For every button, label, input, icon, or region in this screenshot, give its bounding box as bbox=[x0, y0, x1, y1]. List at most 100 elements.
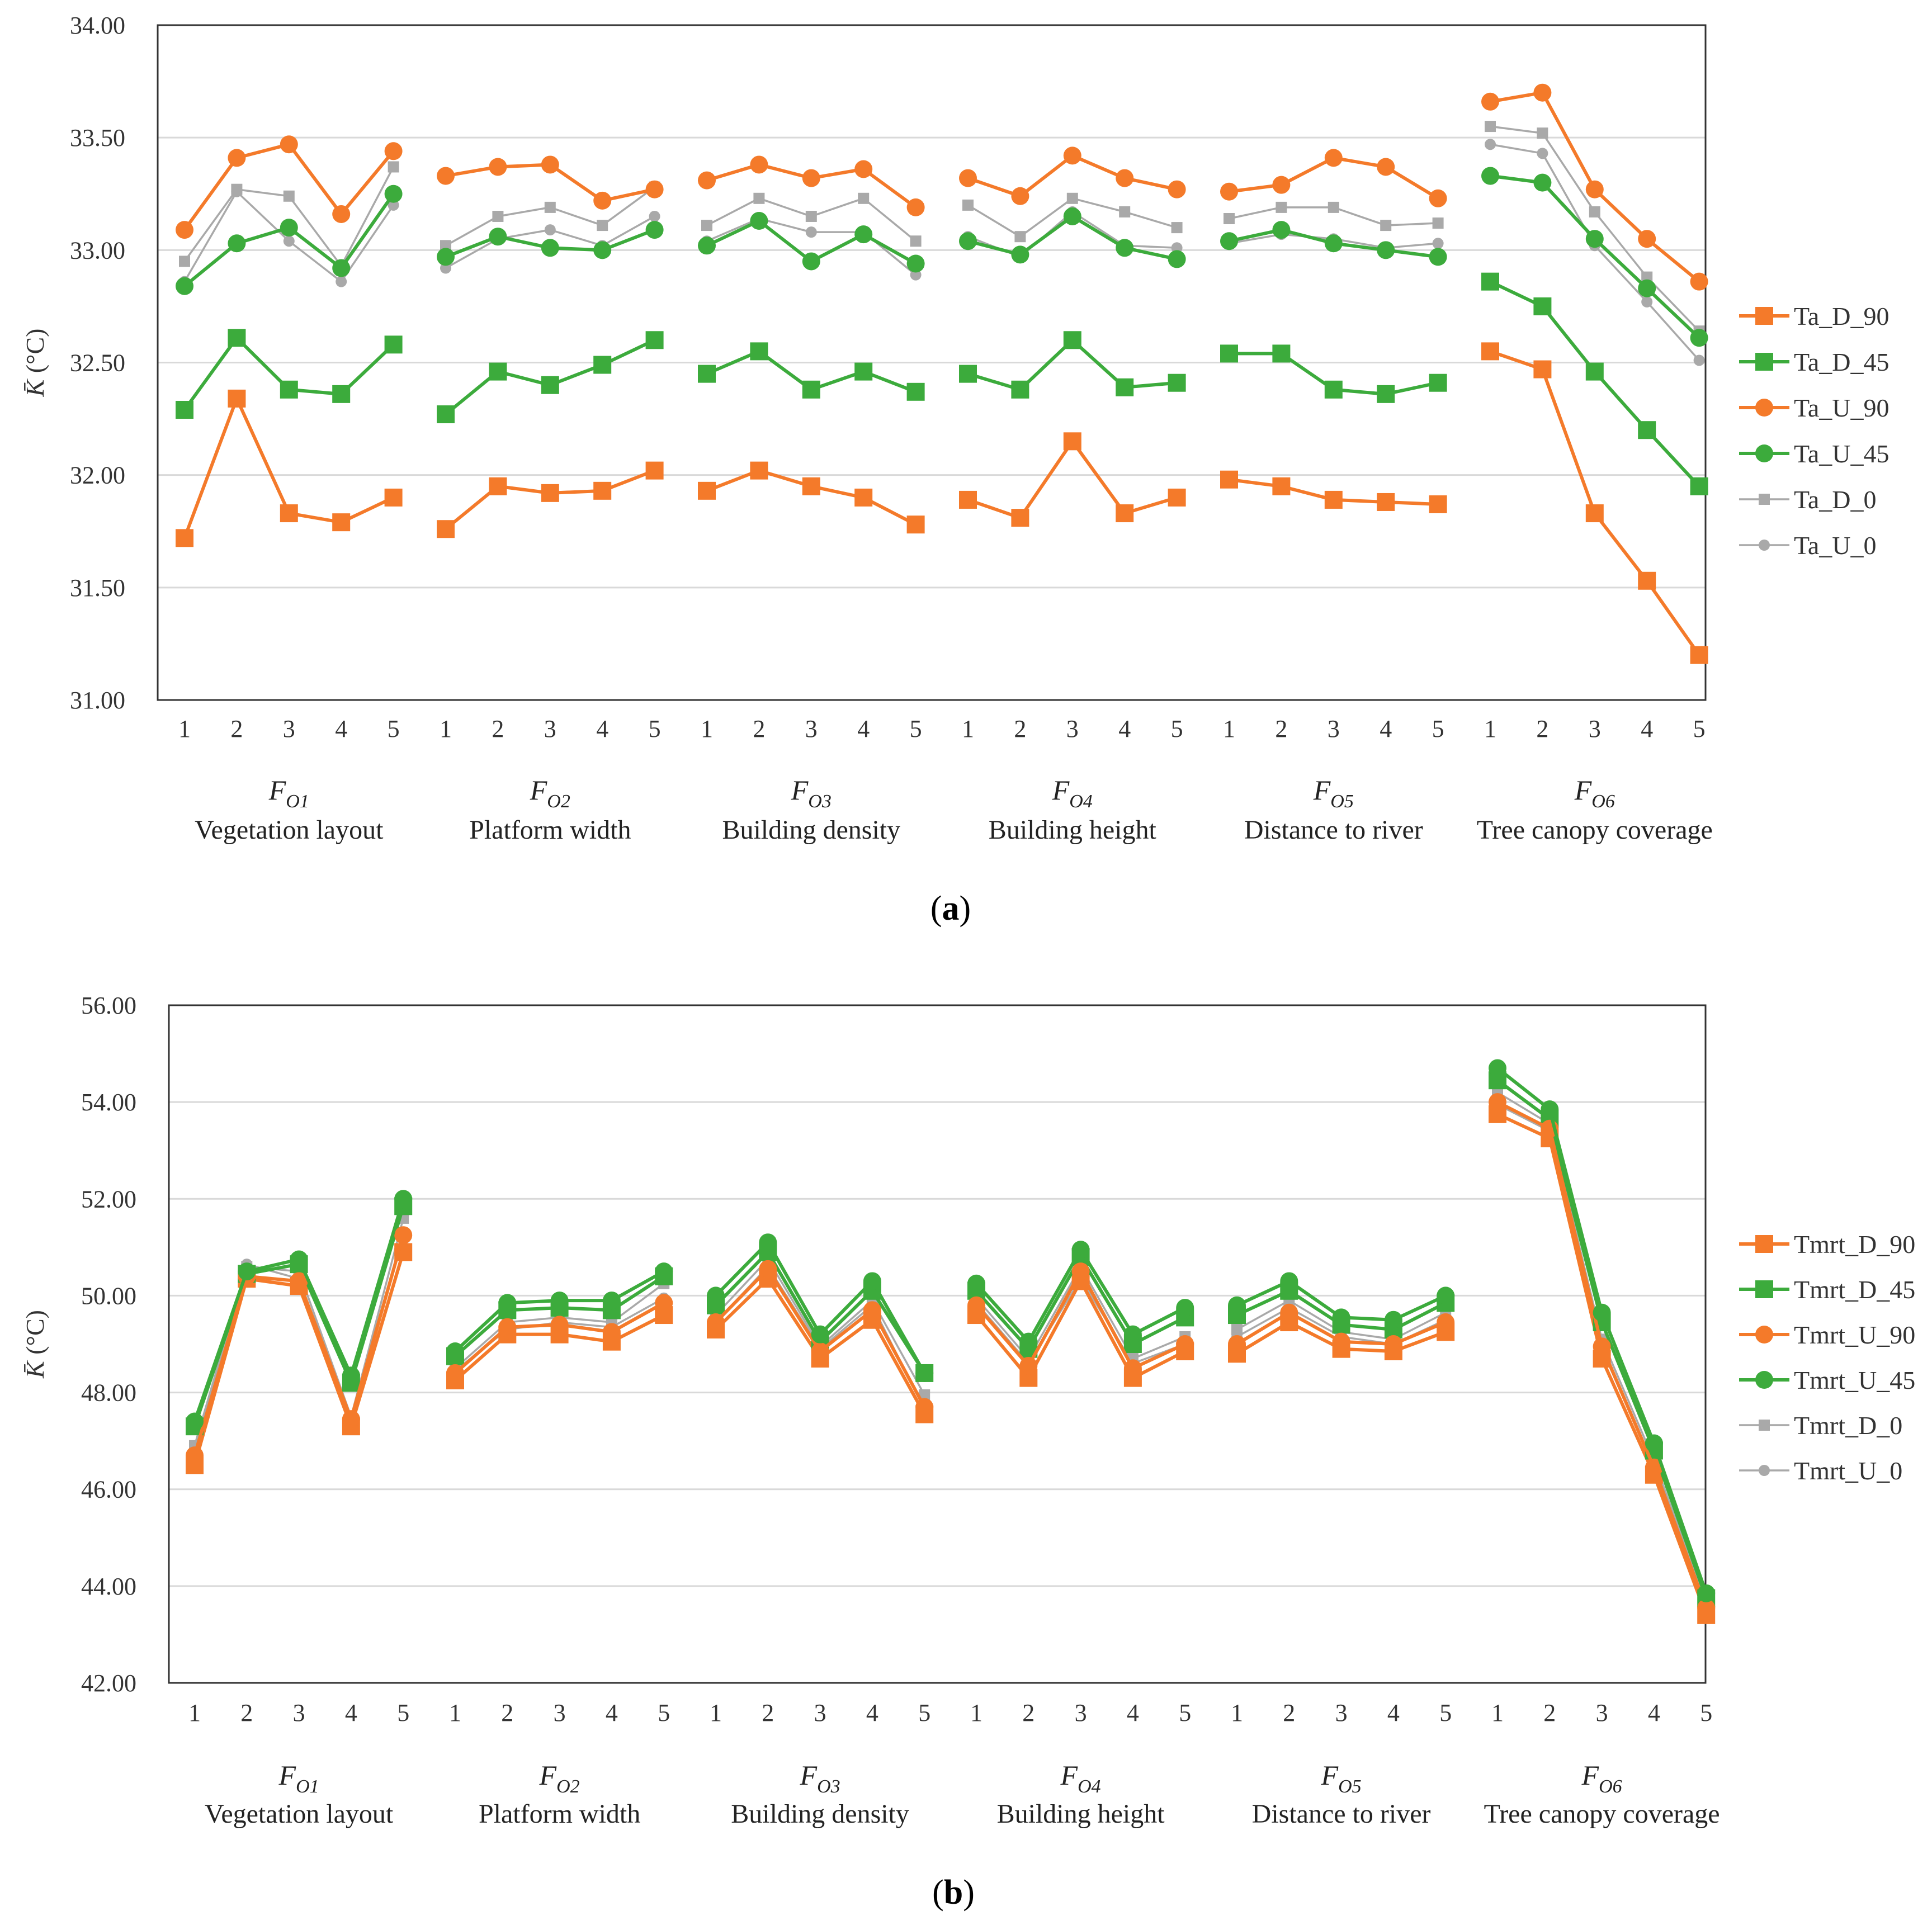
data-point bbox=[489, 362, 507, 381]
data-point bbox=[701, 220, 712, 231]
data-point bbox=[1272, 477, 1291, 495]
data-point bbox=[1533, 173, 1552, 192]
legend-label: Tmrt_U_45 bbox=[1794, 1366, 1915, 1394]
group-symbol: FO6 bbox=[1581, 1759, 1622, 1797]
group-symbol-subscript: O6 bbox=[1599, 1776, 1622, 1797]
data-point bbox=[1384, 1311, 1402, 1329]
data-point bbox=[811, 1342, 829, 1360]
legend-marker bbox=[1755, 399, 1773, 417]
data-point bbox=[1071, 1262, 1090, 1281]
data-point bbox=[384, 488, 403, 507]
data-point bbox=[332, 205, 351, 223]
legend-marker bbox=[1755, 1280, 1773, 1298]
data-point bbox=[753, 192, 765, 204]
x-tick-label: 1 bbox=[440, 715, 452, 742]
data-point bbox=[1690, 272, 1708, 291]
legend-marker bbox=[1755, 1326, 1773, 1344]
legend-marker bbox=[1755, 444, 1773, 462]
data-point bbox=[1324, 234, 1343, 253]
data-point bbox=[1593, 1337, 1611, 1356]
data-point bbox=[1272, 176, 1291, 194]
data-point bbox=[1328, 201, 1339, 213]
legend-label: Ta_D_90 bbox=[1794, 302, 1890, 330]
x-tick-label: 5 bbox=[658, 1699, 670, 1726]
data-point bbox=[544, 201, 556, 213]
data-point bbox=[1324, 149, 1343, 167]
data-point bbox=[1638, 421, 1656, 439]
group-symbol-letter: F bbox=[800, 1759, 818, 1791]
plot-frame bbox=[157, 24, 1707, 701]
data-point bbox=[759, 1260, 777, 1278]
group-name: Platform width bbox=[479, 1799, 640, 1829]
data-point bbox=[1429, 248, 1447, 266]
x-tick-label: 4 bbox=[1641, 715, 1653, 742]
legend-marker bbox=[1759, 494, 1770, 505]
x-tick-label: 3 bbox=[1066, 715, 1079, 742]
data-point bbox=[437, 248, 455, 266]
group-symbol: FO1 bbox=[278, 1759, 319, 1797]
y-tick-label: 34.00 bbox=[70, 12, 125, 39]
x-tick-label: 1 bbox=[178, 715, 191, 742]
data-point bbox=[1220, 232, 1238, 250]
series-line bbox=[1490, 125, 1700, 332]
x-tick-label: 4 bbox=[1118, 715, 1131, 742]
legend-item: Ta_U_45 bbox=[1739, 439, 1890, 468]
data-point bbox=[698, 171, 716, 190]
group-symbol-subscript: O4 bbox=[1069, 791, 1093, 812]
y-tick-label: 33.00 bbox=[70, 236, 125, 264]
panel-label-letter: a bbox=[942, 890, 960, 928]
x-tick-label: 5 bbox=[1700, 1699, 1712, 1726]
x-tick-label: 5 bbox=[397, 1699, 409, 1726]
panel-label-close: ) bbox=[960, 890, 971, 928]
series-Tmrt_D_0 bbox=[189, 1086, 1712, 1609]
group-symbol-letter: F bbox=[1052, 774, 1070, 806]
data-point bbox=[1011, 245, 1029, 264]
data-point bbox=[854, 160, 873, 178]
x-tick-label: 3 bbox=[554, 1699, 566, 1726]
data-point bbox=[332, 513, 351, 532]
data-point bbox=[1537, 148, 1548, 159]
data-point bbox=[750, 212, 768, 230]
group-symbol-subscript: O5 bbox=[1330, 791, 1354, 812]
panel-label: (b) bbox=[932, 1874, 975, 1912]
data-point bbox=[805, 210, 817, 222]
data-point bbox=[750, 155, 768, 174]
plot-frame bbox=[168, 1004, 1707, 1684]
panel-label-close: ) bbox=[963, 1874, 975, 1912]
group-symbol-letter: F bbox=[791, 774, 809, 806]
x-tick-label: 2 bbox=[762, 1699, 774, 1726]
group-symbol: FO2 bbox=[539, 1759, 580, 1797]
data-point bbox=[1176, 1335, 1194, 1353]
data-point bbox=[1589, 206, 1600, 217]
x-tick-label: 1 bbox=[188, 1699, 201, 1726]
x-tick-label: 4 bbox=[1380, 715, 1392, 742]
data-point bbox=[1116, 504, 1134, 523]
group-symbol-subscript: O2 bbox=[547, 791, 570, 812]
data-point bbox=[915, 1364, 934, 1382]
series-Tmrt_D_90 bbox=[186, 1105, 1716, 1624]
data-point bbox=[186, 1412, 204, 1431]
x-tick-label: 4 bbox=[596, 715, 608, 742]
data-point bbox=[802, 477, 820, 495]
data-point bbox=[593, 481, 612, 500]
legend-item: Ta_D_45 bbox=[1739, 348, 1890, 376]
data-point bbox=[228, 149, 246, 167]
data-point bbox=[1220, 182, 1238, 201]
gridlines bbox=[169, 1101, 1706, 1587]
y-tick-label: 50.00 bbox=[81, 1282, 136, 1309]
group-symbol-letter: F bbox=[539, 1759, 557, 1791]
data-point bbox=[805, 226, 817, 238]
y-tick-label: 31.50 bbox=[70, 574, 125, 602]
x-tick-label: 1 bbox=[1231, 1699, 1243, 1726]
data-point bbox=[1432, 217, 1444, 229]
data-point bbox=[1380, 220, 1392, 231]
y-tick-label: 33.50 bbox=[70, 124, 125, 152]
x-tick-label: 4 bbox=[1648, 1699, 1660, 1726]
data-point bbox=[280, 380, 298, 399]
data-point bbox=[854, 362, 873, 381]
data-point bbox=[858, 192, 870, 204]
group-name: Tree canopy coverage bbox=[1484, 1799, 1720, 1829]
data-point bbox=[1176, 1299, 1194, 1317]
legend-label: Ta_U_0 bbox=[1794, 531, 1877, 560]
data-point bbox=[283, 235, 295, 247]
